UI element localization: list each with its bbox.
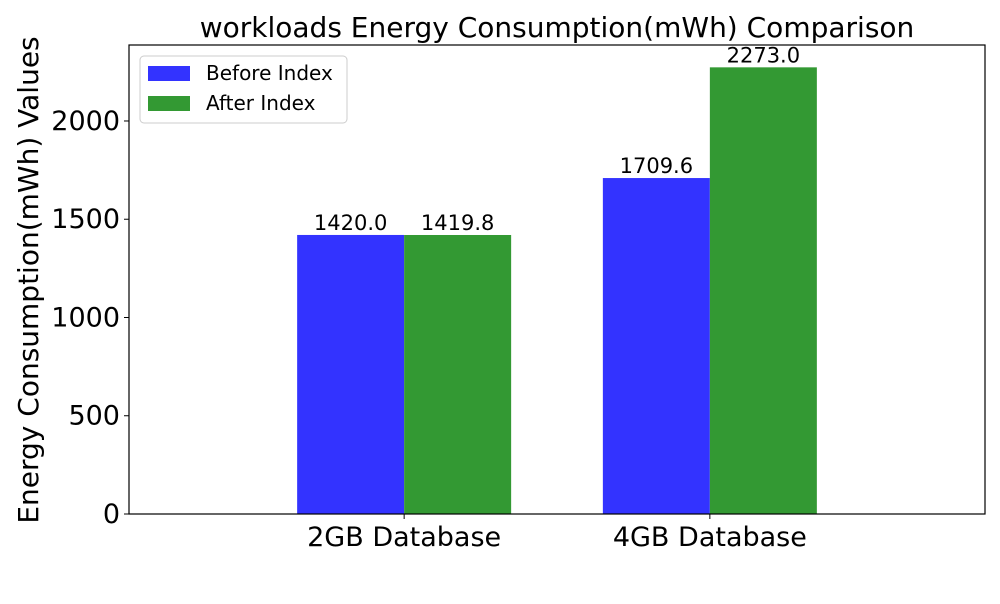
bar-value-label: 1419.8 xyxy=(421,211,494,235)
y-tick-label: 1500 xyxy=(51,204,120,235)
bar xyxy=(602,178,710,514)
legend-entry-label: After Index xyxy=(206,91,316,115)
y-tick-label: 500 xyxy=(68,401,120,432)
legend-entry-label: Before Index xyxy=(206,61,333,85)
bar-value-label: 1420.0 xyxy=(314,211,387,235)
data-labels-layer: 1420.0 1709.6 1419.8 2273.0 xyxy=(314,43,800,235)
legend: Before Index After Index xyxy=(139,55,348,124)
x-axis: 2GB Database 4GB Database xyxy=(307,514,807,553)
bar xyxy=(404,234,512,514)
bar xyxy=(297,234,405,514)
y-axis-label: Energy Consumption(mWh) Values xyxy=(12,36,45,523)
plot-frame xyxy=(128,44,986,515)
y-tick-label: 0 xyxy=(103,499,120,530)
x-tick-label: 4GB Database xyxy=(613,522,807,553)
bars-layer xyxy=(297,67,817,514)
y-axis: 0 500 1000 1500 2000 xyxy=(51,106,129,530)
legend-box xyxy=(139,55,348,124)
x-tick-label: 2GB Database xyxy=(307,522,501,553)
bar xyxy=(709,67,817,514)
legend-swatch xyxy=(148,96,190,111)
bar-value-label: 2273.0 xyxy=(727,43,800,67)
y-tick-label: 1000 xyxy=(51,302,120,333)
chart-title: workloads Energy Consumption(mWh) Compar… xyxy=(200,11,915,44)
legend-swatch xyxy=(148,66,190,81)
bar-value-label: 1709.6 xyxy=(620,154,693,178)
y-tick-label: 2000 xyxy=(51,106,120,137)
